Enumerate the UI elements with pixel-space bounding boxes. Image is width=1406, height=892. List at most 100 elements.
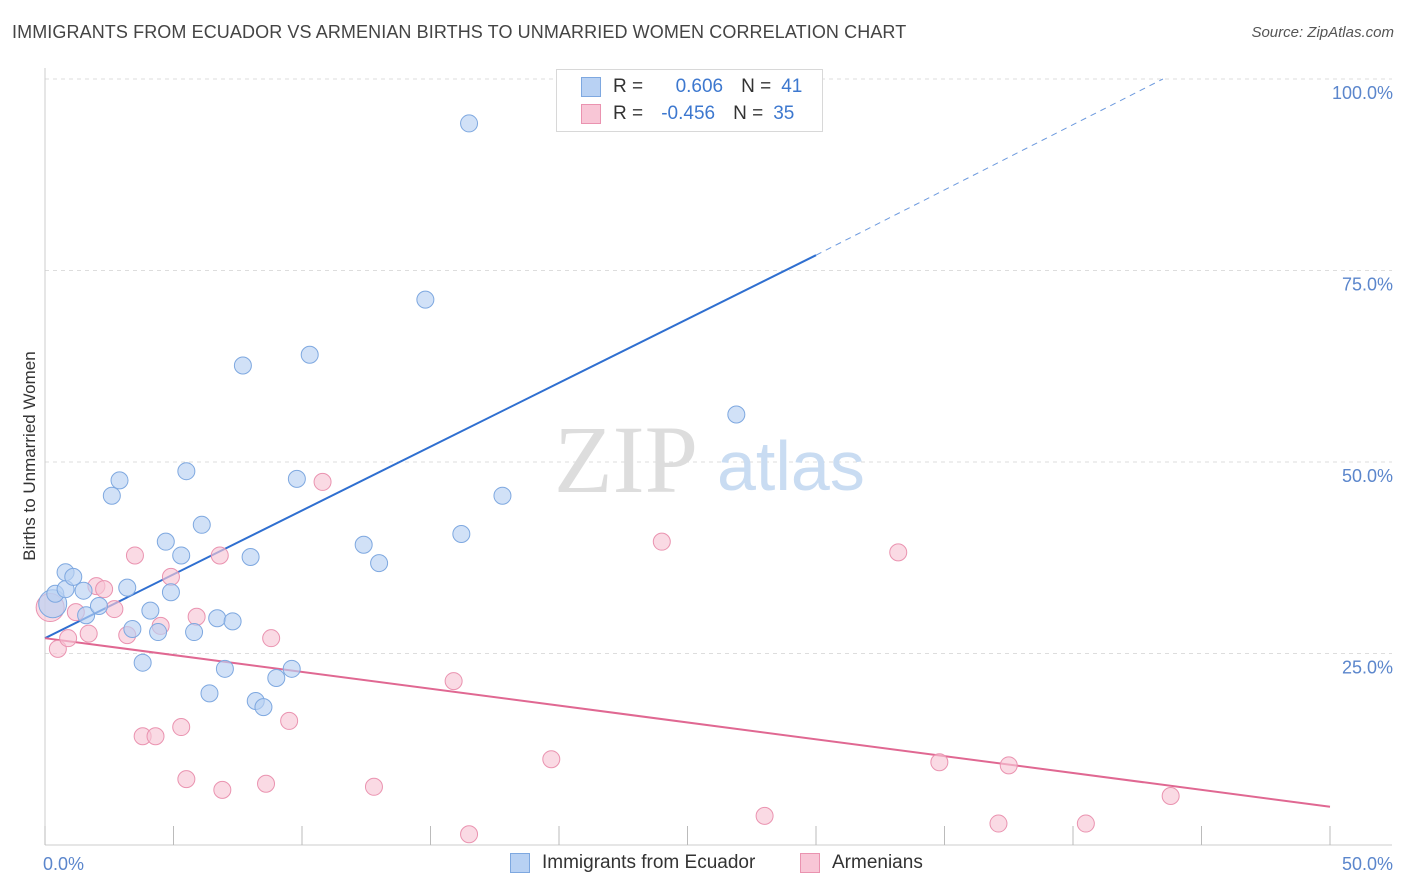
point-armenians	[79, 624, 98, 643]
point-armenians	[999, 756, 1018, 775]
point-ecuador	[727, 405, 746, 424]
point-armenians	[187, 607, 206, 626]
point-armenians	[1161, 786, 1180, 805]
point-ecuador	[460, 114, 479, 133]
point-armenians	[59, 629, 78, 648]
watermark-atlas: atlas	[717, 427, 865, 505]
point-ecuador	[354, 535, 373, 554]
point-armenians	[364, 777, 383, 796]
point-ecuador	[185, 623, 204, 642]
n-value: 35	[773, 103, 795, 124]
x-tick-label: 50.0%	[1342, 854, 1393, 874]
point-armenians	[755, 806, 774, 825]
point-armenians	[889, 543, 908, 562]
point-ecuador	[118, 578, 137, 597]
watermark-zip: ZIP	[554, 406, 698, 513]
point-ecuador	[493, 486, 512, 505]
point-ecuador	[200, 684, 219, 703]
r-value: -0.456	[661, 103, 716, 124]
source-label: Source: ZipAtlas.com	[1251, 24, 1394, 41]
point-ecuador	[110, 471, 129, 490]
point-armenians	[313, 472, 332, 491]
point-ecuador	[64, 567, 83, 586]
point-armenians	[930, 753, 949, 772]
legend-label-ecuador: Immigrants from Ecuador	[542, 852, 756, 873]
point-armenians	[460, 825, 479, 844]
trendline-ecuador	[44, 254, 817, 640]
y-tick-label: 75.0%	[1342, 275, 1393, 295]
point-armenians	[161, 567, 180, 586]
point-ecuador	[254, 698, 273, 717]
point-ecuador	[156, 532, 175, 551]
r-label: R =	[613, 76, 644, 97]
point-ecuador	[161, 583, 180, 602]
point-armenians	[257, 774, 276, 793]
axes	[44, 68, 1392, 846]
watermark: ZIP atlas	[554, 406, 865, 513]
point-ecuador	[241, 547, 260, 566]
point-ecuador	[370, 554, 389, 573]
point-armenians	[213, 780, 232, 799]
point-armenians	[125, 546, 144, 565]
point-ecuador	[172, 546, 191, 565]
legend-label-armenians: Armenians	[832, 852, 923, 873]
point-armenians	[210, 546, 229, 565]
point-ecuador	[77, 606, 96, 625]
point-ecuador	[215, 659, 234, 678]
point-ecuador	[123, 619, 142, 638]
point-armenians	[652, 532, 671, 551]
point-armenians	[542, 750, 561, 769]
point-armenians	[95, 580, 114, 599]
stats-row-ecuador: R = 0.606 N = 41	[581, 74, 802, 100]
legend-item-armenians: Armenians	[800, 852, 923, 874]
r-value: 0.606	[675, 76, 724, 97]
y-tick-label: 50.0%	[1342, 466, 1393, 486]
point-ecuador	[452, 525, 471, 544]
point-armenians	[105, 600, 124, 619]
point-ecuador	[133, 653, 152, 672]
y-tick-label: 25.0%	[1342, 658, 1393, 678]
point-armenians	[280, 711, 299, 730]
point-ecuador	[149, 623, 168, 642]
n-label: N =	[733, 103, 764, 124]
point-ecuador	[74, 581, 93, 600]
point-armenians	[989, 814, 1008, 833]
legend-swatch-blue	[581, 77, 601, 97]
r-label: R =	[613, 103, 644, 124]
point-armenians	[177, 770, 196, 789]
gridlines	[45, 78, 1392, 654]
n-label: N =	[741, 76, 772, 97]
point-armenians	[172, 718, 191, 737]
point-armenians	[146, 727, 165, 746]
point-ecuador	[267, 669, 286, 688]
tick-labels: 25.0% 50.0% 75.0% 100.0% 0.0% 50.0%	[43, 83, 1393, 874]
point-ecuador	[102, 486, 121, 505]
point-armenians	[262, 629, 281, 648]
point-armenians	[1076, 814, 1095, 833]
chart-title: IMMIGRANTS FROM ECUADOR VS ARMENIAN BIRT…	[12, 22, 907, 42]
point-ecuador	[282, 659, 301, 678]
legend-swatch-blue	[510, 853, 530, 873]
stats-row-armenians: R = -0.456 N = 35	[581, 101, 794, 127]
point-ecuador	[192, 515, 211, 534]
point-ecuador	[300, 345, 319, 364]
y-tick-label: 100.0%	[1332, 83, 1393, 103]
point-ecuador	[89, 597, 108, 616]
n-value: 41	[781, 76, 803, 97]
point-ecuador	[233, 356, 252, 375]
point-ecuador	[177, 462, 196, 481]
legend-item-ecuador: Immigrants from Ecuador	[510, 852, 755, 874]
point-armenians	[444, 672, 463, 691]
x-tick-label: 0.0%	[43, 854, 84, 874]
legend-swatch-pink	[581, 104, 601, 124]
legend-swatch-pink	[800, 853, 820, 873]
point-ecuador	[287, 469, 306, 488]
point-ecuador	[141, 601, 160, 620]
point-ecuador	[416, 290, 435, 309]
point-ecuador	[223, 612, 242, 631]
trendline-ecuador-extension	[815, 78, 1164, 256]
point-ecuador	[208, 609, 227, 628]
trendline-armenians	[44, 637, 1331, 808]
stats-legend: R = 0.606 N = 41 R = -0.456 N = 35	[556, 69, 823, 132]
